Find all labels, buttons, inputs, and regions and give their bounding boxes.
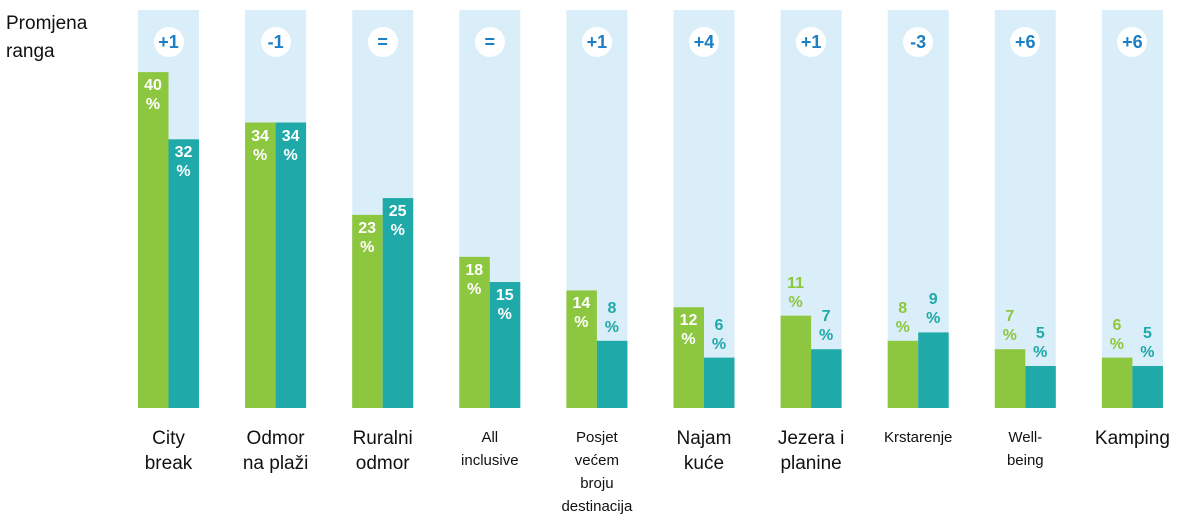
x-tick-label: City break [144, 428, 193, 474]
bar [489, 282, 521, 408]
rank-change: +4 [689, 27, 719, 57]
rank-change: +1 [581, 27, 612, 57]
bar [1025, 366, 1056, 408]
data-label: 7 % [1002, 308, 1017, 345]
bar [1101, 357, 1133, 408]
rank-change: = [367, 27, 398, 57]
data-label: 12 % [679, 312, 698, 349]
data-label: 23 % [358, 219, 377, 256]
x-tick-label: Well- being [1006, 429, 1044, 469]
x-tick-label: Odmor na plaži [242, 428, 309, 474]
bar [811, 349, 842, 408]
bar [566, 290, 597, 408]
bar [887, 340, 919, 408]
bar [459, 256, 490, 408]
data-label: 25 % [388, 203, 407, 240]
column-background [994, 10, 1056, 408]
bar [673, 307, 704, 408]
bar [780, 315, 812, 408]
bar [704, 357, 735, 408]
data-label: 8 % [604, 299, 619, 336]
data-label: 34 % [281, 127, 300, 164]
x-tick-label: Krstarenje [884, 429, 953, 446]
bar [1132, 366, 1163, 408]
annotation: Promjena ranga [6, 13, 88, 62]
data-label: 40 % [144, 77, 162, 114]
x-tick-label: Posjet većem broju destinacija [561, 429, 633, 515]
data-label: 9 % [926, 291, 941, 328]
data-label: 6 % [1109, 316, 1124, 353]
x-tick-label: All inclusive [461, 429, 519, 469]
rank-change: +6 [1010, 27, 1041, 57]
bar [245, 122, 276, 408]
bar [382, 198, 414, 408]
x-tick-label: Najam kuće [676, 428, 732, 474]
bar [352, 214, 383, 408]
rank-change: +6 [1117, 27, 1148, 57]
data-label: 6 % [711, 316, 727, 353]
rank-change: -3 [903, 27, 934, 57]
x-tick-label: Kamping [1094, 428, 1170, 449]
data-label: 18 % [465, 261, 484, 298]
bar [275, 122, 307, 408]
bar [138, 72, 169, 409]
bar [168, 139, 199, 408]
x-tick-label: Jezera i planine [777, 428, 845, 474]
rank-change: = [474, 27, 505, 57]
rank-change: +1 [153, 27, 184, 57]
bar [596, 340, 628, 408]
data-label: 5 % [1033, 325, 1048, 362]
rank-change: +1 [796, 27, 827, 57]
data-label: 7 % [818, 308, 834, 345]
bar [918, 332, 949, 408]
data-label: 5 % [1140, 325, 1155, 362]
data-label: 14 % [572, 295, 591, 332]
rank-change: -1 [260, 27, 291, 57]
data-label: 8 % [895, 299, 910, 336]
x-tick-label: Ruralni odmor [352, 428, 413, 474]
data-label: 11 % [787, 274, 805, 311]
bar [994, 349, 1026, 408]
data-label: 34 % [251, 127, 269, 164]
data-label: 32 % [174, 144, 193, 181]
data-label: 15 % [495, 287, 514, 324]
column-background [1101, 10, 1163, 408]
